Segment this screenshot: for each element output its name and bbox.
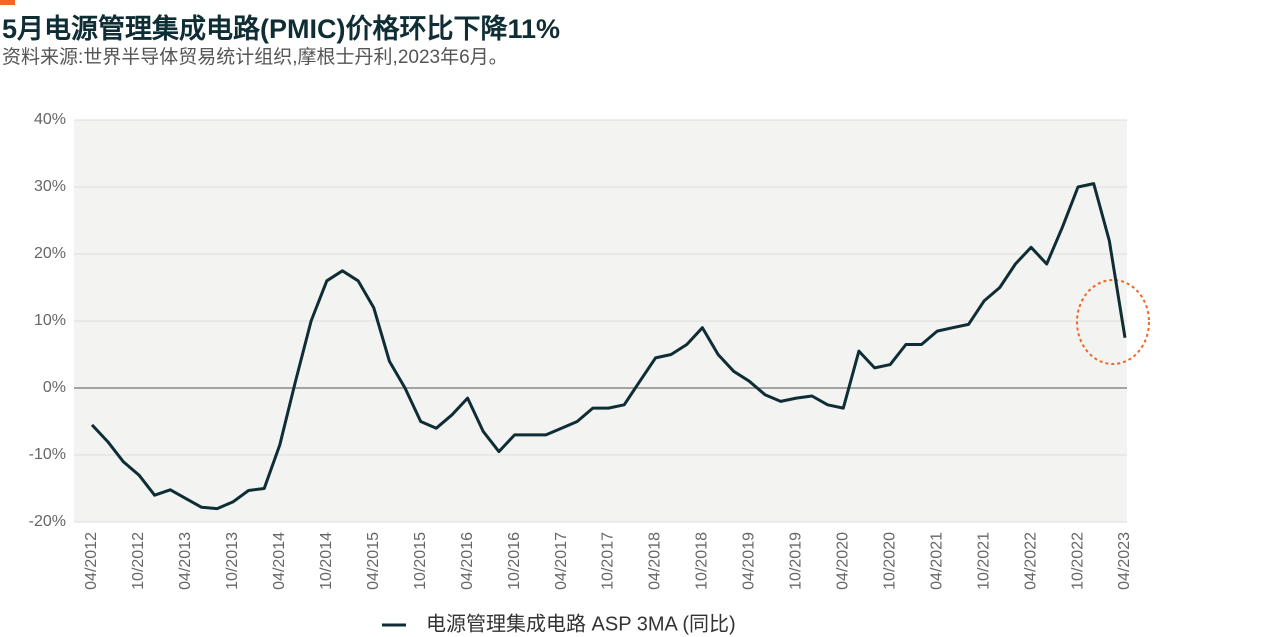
chart-title: 5月电源管理集成电路(PMIC)价格环比下降11% bbox=[2, 13, 560, 44]
x-tick-label: 10/2018 bbox=[694, 532, 711, 590]
y-tick-label: 20% bbox=[34, 245, 66, 262]
y-tick-label: -10% bbox=[29, 446, 66, 463]
y-tick-label: 30% bbox=[34, 178, 66, 195]
y-tick-label: 10% bbox=[34, 312, 66, 329]
x-tick-label: 04/2014 bbox=[271, 532, 288, 590]
x-tick-label: 10/2015 bbox=[412, 532, 429, 590]
x-tick-label: 04/2021 bbox=[928, 532, 945, 590]
accent-bar bbox=[0, 0, 15, 5]
legend-label: 电源管理集成电路 ASP 3MA (同比) bbox=[426, 612, 736, 635]
x-tick-label: 04/2016 bbox=[459, 532, 476, 590]
x-tick-label: 10/2020 bbox=[881, 532, 898, 590]
highlight-circle bbox=[1076, 279, 1150, 365]
x-tick-label: 04/2012 bbox=[83, 532, 100, 590]
x-tick-label: 04/2013 bbox=[177, 532, 194, 590]
x-tick-label: 10/2022 bbox=[1069, 532, 1086, 590]
x-tick-label: 04/2018 bbox=[647, 532, 664, 590]
x-tick-label: 10/2013 bbox=[224, 532, 241, 590]
x-tick-label: 04/2019 bbox=[741, 532, 758, 590]
y-tick-label: 0% bbox=[43, 379, 66, 396]
line-series bbox=[90, 182, 1127, 511]
x-tick-label: 04/2020 bbox=[834, 532, 851, 590]
x-tick-label: 10/2012 bbox=[130, 532, 147, 590]
x-tick-label: 10/2019 bbox=[788, 532, 805, 590]
x-tick-label: 10/2016 bbox=[506, 532, 523, 590]
x-tick-label: 04/2017 bbox=[553, 532, 570, 590]
x-tick-label: 10/2017 bbox=[600, 532, 617, 590]
x-tick-label: 10/2021 bbox=[975, 532, 992, 590]
y-tick-label: 40% bbox=[34, 111, 66, 128]
x-tick-label: 10/2014 bbox=[318, 532, 335, 590]
y-tick-label: -20% bbox=[29, 513, 66, 530]
x-tick-label: 04/2022 bbox=[1022, 532, 1039, 590]
chart-subtitle: 资料来源:世界半导体贸易统计组织,摩根士丹利,2023年6月。 bbox=[2, 46, 508, 68]
x-tick-label: 04/2023 bbox=[1116, 532, 1133, 590]
x-tick-label: 04/2015 bbox=[365, 532, 382, 590]
